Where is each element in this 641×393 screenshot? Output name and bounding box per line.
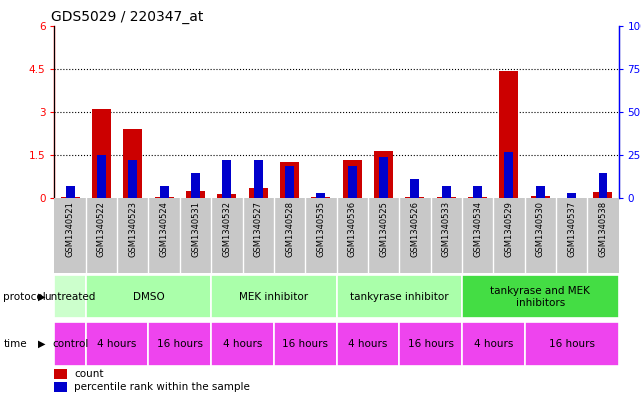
Text: ▶: ▶ bbox=[38, 339, 46, 349]
Text: ▶: ▶ bbox=[38, 292, 46, 302]
Bar bbox=[524, 322, 619, 365]
Text: GSM1340523: GSM1340523 bbox=[128, 201, 137, 257]
Bar bbox=[97, 155, 106, 198]
Bar bbox=[128, 160, 137, 198]
Text: GSM1340537: GSM1340537 bbox=[567, 201, 576, 257]
Bar bbox=[86, 275, 211, 318]
Bar bbox=[504, 152, 513, 198]
Bar bbox=[442, 186, 451, 198]
Text: GSM1340522: GSM1340522 bbox=[97, 201, 106, 257]
Text: GSM1340521: GSM1340521 bbox=[65, 201, 74, 257]
Bar bbox=[249, 187, 267, 198]
Bar bbox=[54, 275, 86, 318]
Bar bbox=[86, 322, 149, 365]
Bar bbox=[374, 151, 393, 198]
Text: 4 hours: 4 hours bbox=[474, 339, 513, 349]
Text: MEK inhibitor: MEK inhibitor bbox=[239, 292, 308, 302]
Bar bbox=[92, 109, 111, 198]
Bar bbox=[567, 193, 576, 198]
Bar bbox=[343, 160, 362, 198]
Bar bbox=[348, 165, 356, 198]
Bar bbox=[437, 197, 456, 198]
Text: GSM1340534: GSM1340534 bbox=[473, 201, 482, 257]
Text: tankyrase inhibitor: tankyrase inhibitor bbox=[350, 292, 449, 302]
Bar bbox=[399, 322, 462, 365]
Bar bbox=[222, 160, 231, 198]
Bar bbox=[274, 322, 337, 365]
Bar bbox=[186, 191, 205, 198]
Bar bbox=[468, 197, 487, 198]
Text: 16 hours: 16 hours bbox=[549, 339, 595, 349]
Bar bbox=[531, 196, 549, 198]
Bar bbox=[599, 173, 607, 198]
Bar bbox=[337, 275, 462, 318]
Bar bbox=[54, 322, 86, 365]
Bar bbox=[280, 162, 299, 198]
Bar bbox=[285, 165, 294, 198]
Bar bbox=[66, 186, 74, 198]
Text: untreated: untreated bbox=[44, 292, 96, 302]
Text: time: time bbox=[3, 339, 27, 349]
Text: GSM1340530: GSM1340530 bbox=[536, 201, 545, 257]
Text: GSM1340535: GSM1340535 bbox=[317, 201, 326, 257]
Text: GSM1340538: GSM1340538 bbox=[599, 201, 608, 257]
Bar bbox=[211, 322, 274, 365]
Text: GSM1340532: GSM1340532 bbox=[222, 201, 231, 257]
Bar bbox=[217, 194, 237, 198]
Text: GSM1340524: GSM1340524 bbox=[160, 201, 169, 257]
Bar bbox=[317, 193, 325, 198]
Bar bbox=[160, 186, 169, 198]
Text: protocol: protocol bbox=[3, 292, 46, 302]
Bar bbox=[124, 129, 142, 198]
Text: GSM1340529: GSM1340529 bbox=[504, 201, 513, 257]
Text: count: count bbox=[74, 369, 103, 379]
Text: GSM1340525: GSM1340525 bbox=[379, 201, 388, 257]
Bar bbox=[149, 322, 211, 365]
Bar bbox=[191, 173, 200, 198]
Text: 16 hours: 16 hours bbox=[408, 339, 454, 349]
Text: GSM1340526: GSM1340526 bbox=[410, 201, 419, 257]
Bar bbox=[410, 180, 419, 198]
Bar bbox=[462, 275, 619, 318]
Text: control: control bbox=[52, 339, 88, 349]
Bar bbox=[154, 197, 174, 198]
Text: GSM1340533: GSM1340533 bbox=[442, 201, 451, 257]
Text: 16 hours: 16 hours bbox=[157, 339, 203, 349]
Text: 4 hours: 4 hours bbox=[223, 339, 262, 349]
Bar bbox=[337, 322, 399, 365]
Text: GSM1340528: GSM1340528 bbox=[285, 201, 294, 257]
Bar bbox=[473, 186, 482, 198]
Text: 4 hours: 4 hours bbox=[97, 339, 137, 349]
Bar bbox=[61, 197, 79, 198]
Bar bbox=[406, 197, 424, 198]
Text: 4 hours: 4 hours bbox=[348, 339, 388, 349]
Bar bbox=[54, 369, 67, 379]
Bar bbox=[536, 186, 545, 198]
Text: GSM1340536: GSM1340536 bbox=[347, 201, 356, 257]
Bar bbox=[54, 382, 67, 392]
Text: percentile rank within the sample: percentile rank within the sample bbox=[74, 382, 250, 392]
Bar bbox=[594, 192, 612, 198]
Text: 16 hours: 16 hours bbox=[282, 339, 328, 349]
Text: DMSO: DMSO bbox=[133, 292, 164, 302]
Bar bbox=[312, 197, 330, 198]
Text: GDS5029 / 220347_at: GDS5029 / 220347_at bbox=[51, 10, 204, 24]
Bar bbox=[499, 71, 519, 198]
Text: GSM1340527: GSM1340527 bbox=[254, 201, 263, 257]
Bar bbox=[462, 322, 524, 365]
Text: tankyrase and MEK
inhibitors: tankyrase and MEK inhibitors bbox=[490, 286, 590, 307]
Bar bbox=[254, 160, 263, 198]
Text: GSM1340531: GSM1340531 bbox=[191, 201, 200, 257]
Bar bbox=[379, 157, 388, 198]
Bar bbox=[211, 275, 337, 318]
